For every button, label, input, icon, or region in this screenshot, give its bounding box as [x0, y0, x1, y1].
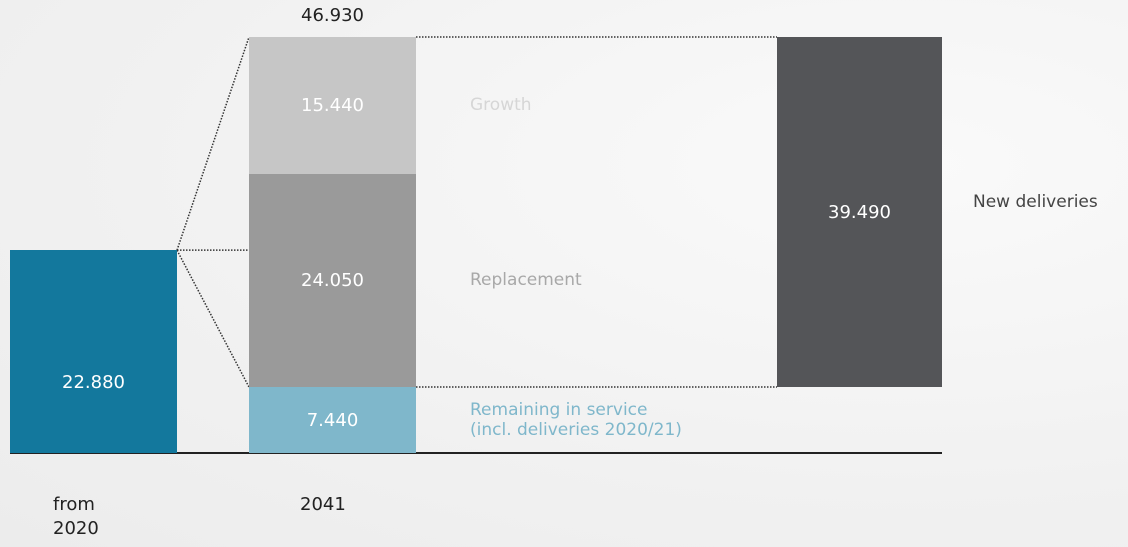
bar: 15.440 [249, 37, 416, 174]
connector [176, 249, 250, 388]
value-label: 15.440 [301, 94, 364, 116]
bar: 24.050 [249, 173, 416, 388]
x-label: from 2020 [53, 494, 99, 539]
segment-label: Remaining in service (incl. deliveries 2… [470, 400, 682, 441]
value-label: 24.050 [301, 269, 364, 291]
total-label: 46.930 [301, 5, 364, 26]
value-label: 39.490 [828, 201, 891, 223]
value-label: 7.440 [306, 409, 359, 431]
segment-label: Growth [470, 95, 532, 116]
segment-label: Replacement [470, 270, 582, 291]
bar: 22.880 [10, 250, 177, 453]
new-deliveries-label: New deliveries [973, 192, 1098, 213]
x-label: 2041 [300, 494, 346, 515]
bar: 7.440 [249, 387, 416, 453]
connector [176, 36, 250, 251]
value-label: 22.880 [62, 371, 125, 393]
bar: 39.490 [777, 37, 942, 388]
